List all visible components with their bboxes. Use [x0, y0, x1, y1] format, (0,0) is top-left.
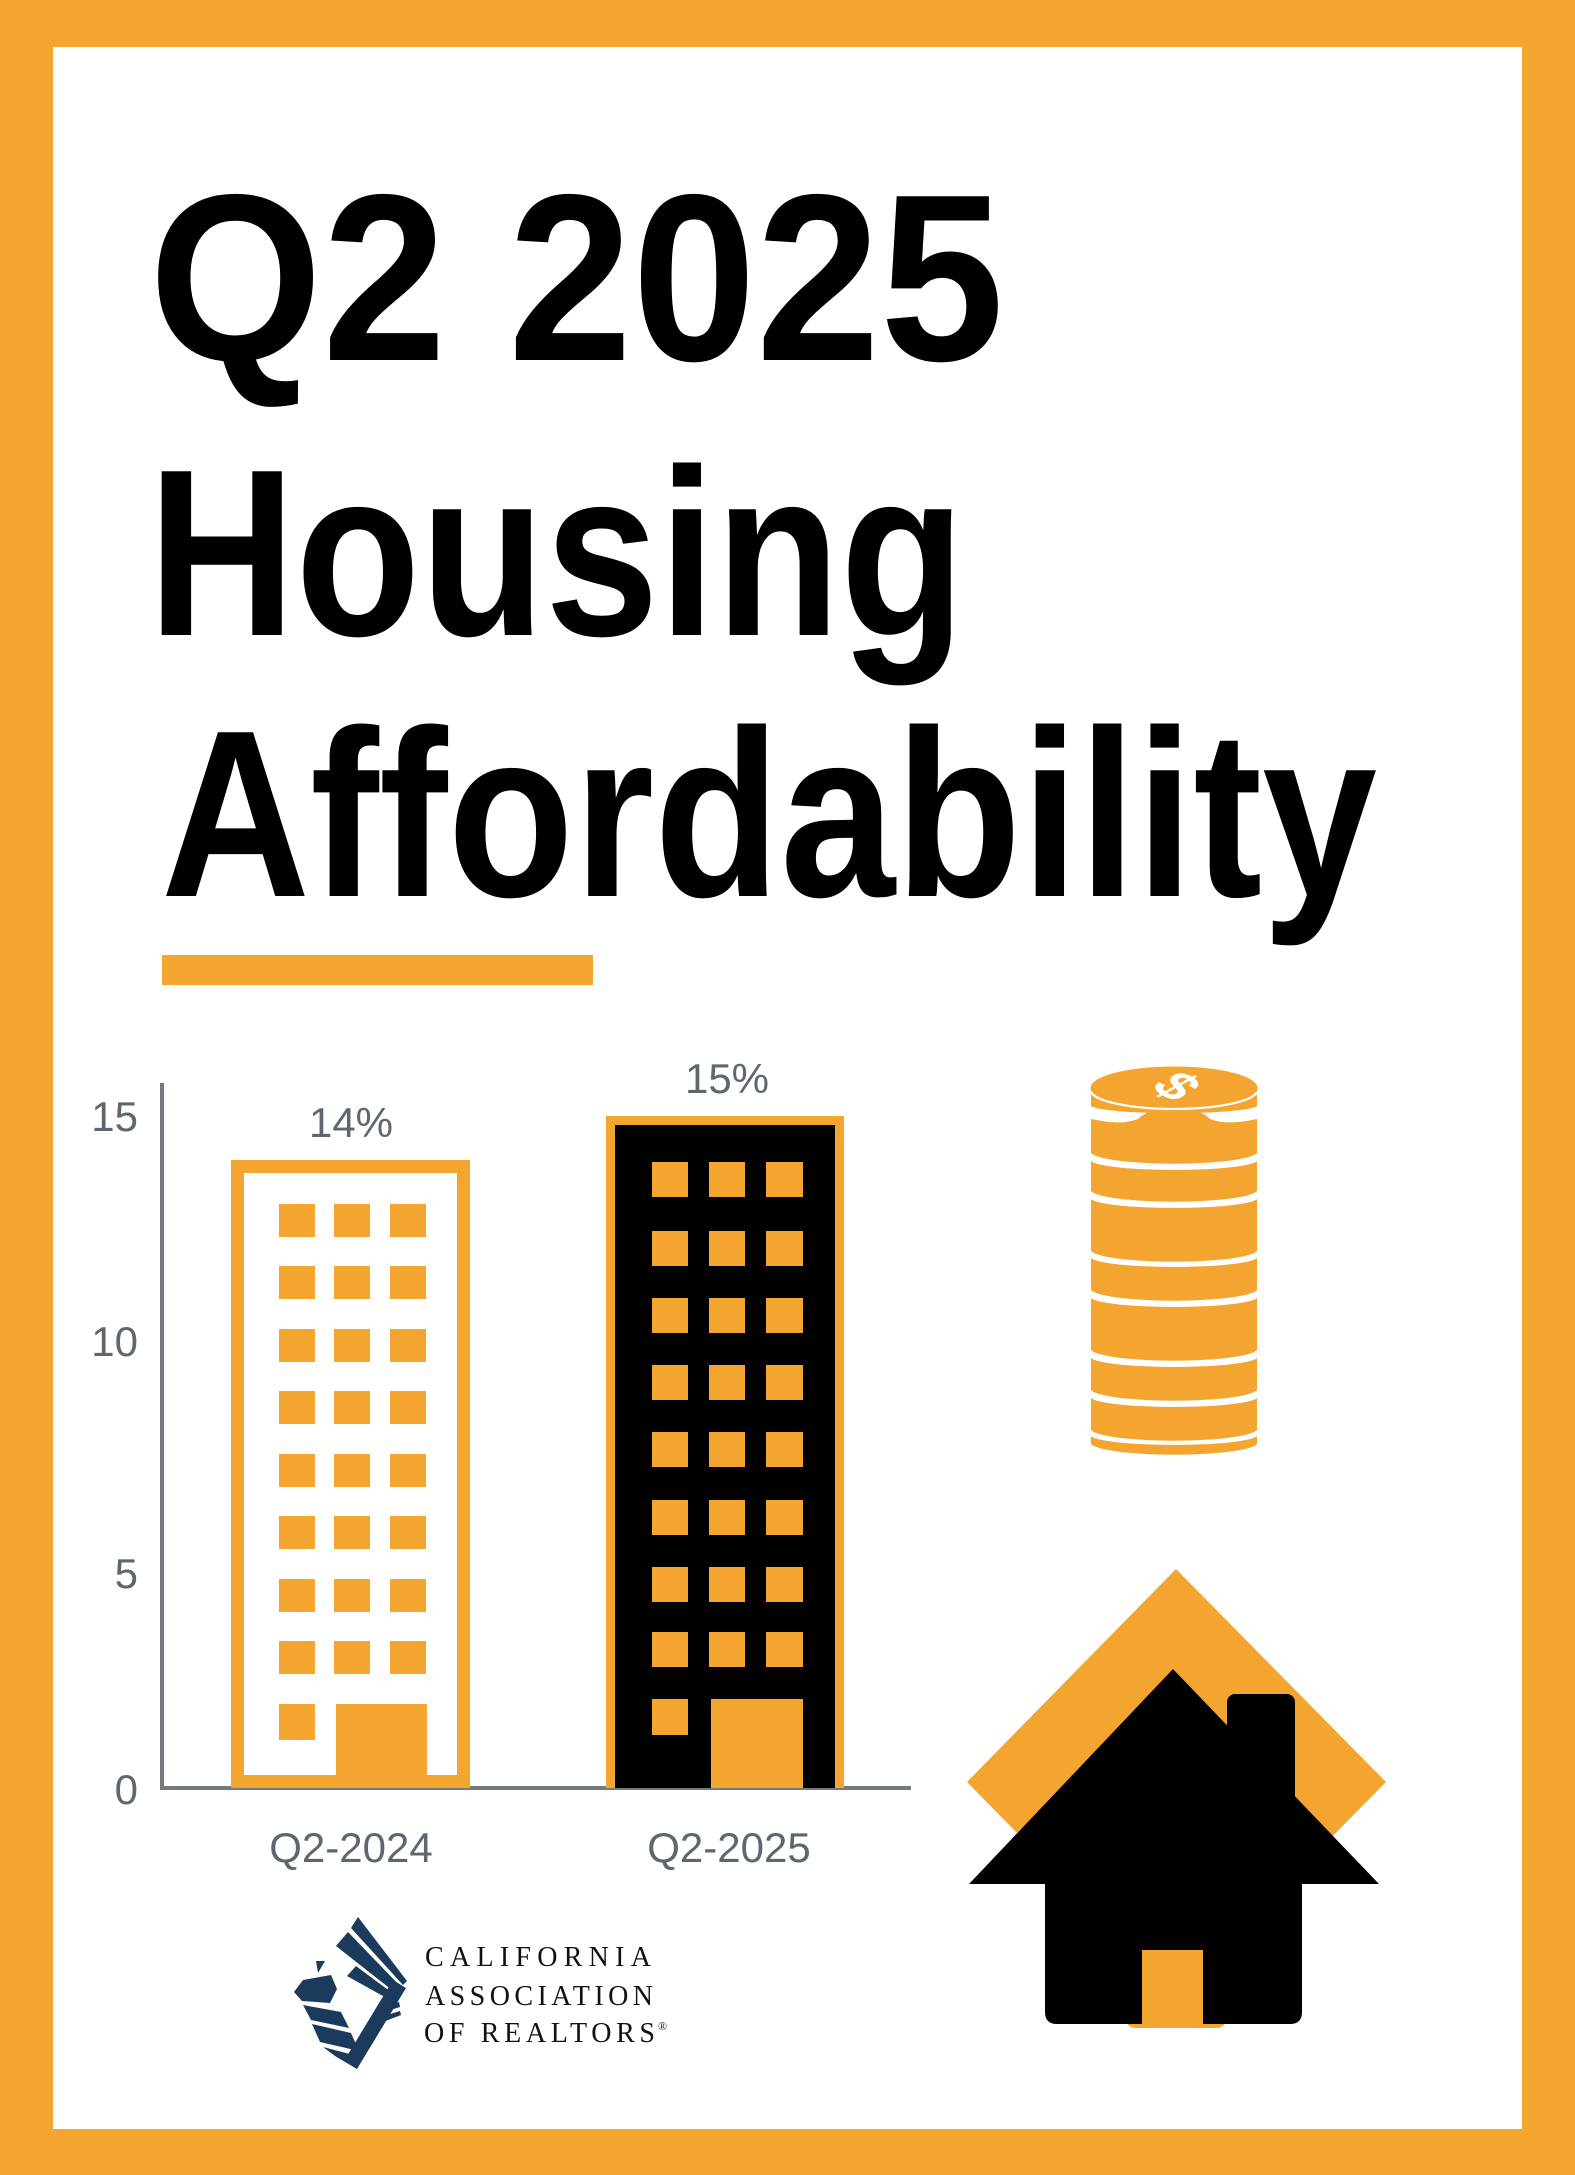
svg-text:Q2-2025: Q2-2025 [647, 1824, 810, 1871]
svg-text:10: 10 [91, 1318, 138, 1365]
svg-text:CALIFORNIA: CALIFORNIA [425, 1942, 652, 1973]
svg-text:Housing: Housing [148, 421, 965, 686]
svg-text:Q2 2025: Q2 2025 [149, 146, 1004, 411]
svg-text:15%: 15% [685, 1055, 769, 1102]
svg-text:Q2-2024: Q2-2024 [269, 1824, 432, 1871]
svg-text:Affordability: Affordability [161, 682, 1377, 947]
svg-text:OF REALTORS: OF REALTORS [424, 2018, 655, 2049]
svg-text:5: 5 [115, 1550, 138, 1597]
svg-text:ASSOCIATION: ASSOCIATION [425, 1981, 653, 2012]
svg-text:0: 0 [115, 1766, 138, 1813]
svg-text:®: ® [658, 2019, 667, 2033]
svg-text:14%: 14% [309, 1099, 393, 1146]
svg-text:15: 15 [91, 1093, 138, 1140]
